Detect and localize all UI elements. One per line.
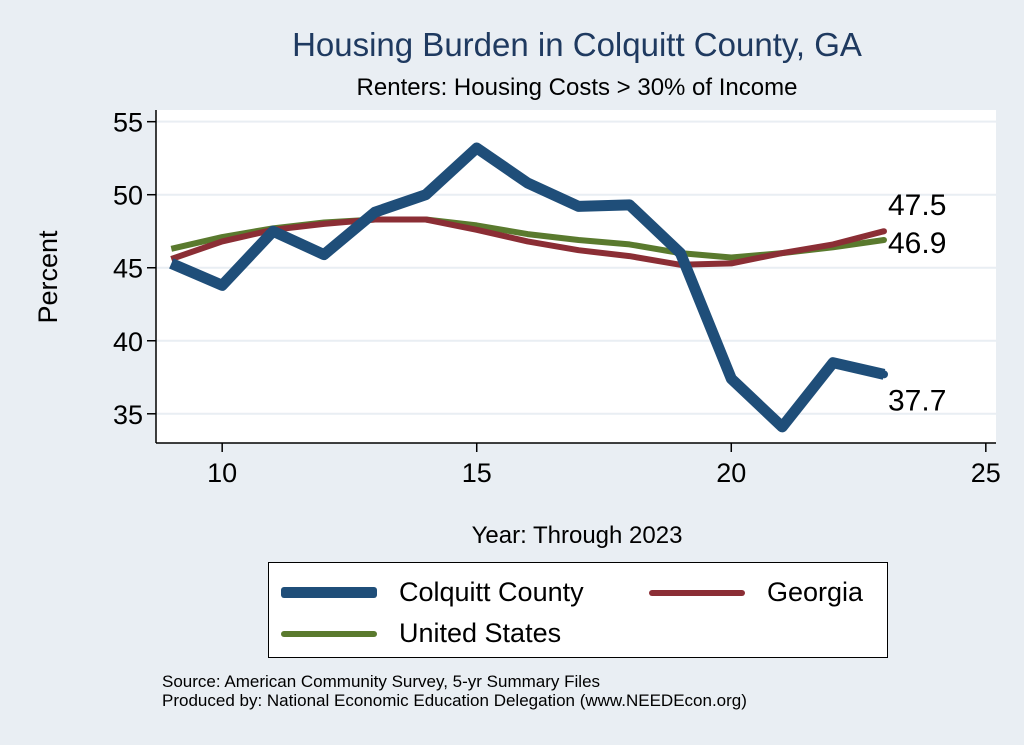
grid-lines	[156, 120, 996, 415]
y-tick-label: 45	[113, 254, 143, 284]
chart-subtitle: Renters: Housing Costs > 30% of Income	[356, 74, 798, 101]
legend-item-colquitt: Colquitt County	[281, 577, 584, 608]
end-label: 46.9	[888, 227, 946, 260]
x-axis-label: Year: Through 2023	[472, 522, 683, 549]
y-tick-label: 50	[113, 181, 143, 211]
y-axis-label: Percent	[33, 230, 63, 324]
series-end-point	[881, 236, 887, 243]
legend-label-united-states: United States	[399, 618, 562, 648]
plot-area	[156, 110, 996, 443]
y-tick-label: 55	[113, 108, 143, 138]
series-end-point	[880, 370, 888, 379]
end-label: 47.5	[888, 189, 946, 222]
x-tick-label: 20	[716, 458, 746, 488]
series-end-point	[881, 228, 887, 235]
series-group	[169, 142, 888, 433]
legend-label-georgia: Georgia	[767, 577, 864, 607]
legend-label-colquitt: Colquitt County	[399, 577, 584, 607]
y-tick-label: 40	[113, 327, 143, 357]
end-labels: 37.7 47.5 46.9	[888, 189, 946, 417]
x-tick-label: 15	[462, 458, 492, 488]
source-line-1: Source: American Community Survey, 5-yr …	[162, 672, 601, 691]
source-line-2: Produced by: National Economic Education…	[162, 691, 747, 710]
x-axis: 10 15 20 25	[207, 443, 1001, 488]
series-line-georgia	[170, 216, 885, 268]
y-axis: 35 40 45 50 55	[113, 108, 156, 430]
legend: Colquitt County Georgia United States	[268, 562, 888, 658]
legend-swatch-colquitt	[281, 587, 377, 598]
source-note: Source: American Community Survey, 5-yr …	[162, 672, 747, 710]
x-tick-label: 25	[971, 458, 1001, 488]
x-tick-label: 10	[207, 458, 237, 488]
y-tick-label: 35	[113, 400, 143, 430]
legend-item-georgia: Georgia	[649, 577, 863, 608]
end-label: 37.7	[888, 384, 946, 417]
chart-title: Housing Burden in Colquitt County, GA	[292, 26, 862, 63]
legend-item-united-states: United States	[281, 618, 561, 649]
legend-swatch-united-states	[281, 630, 377, 637]
series-line-colquitt-county	[169, 142, 886, 433]
legend-swatch-georgia	[649, 589, 745, 596]
